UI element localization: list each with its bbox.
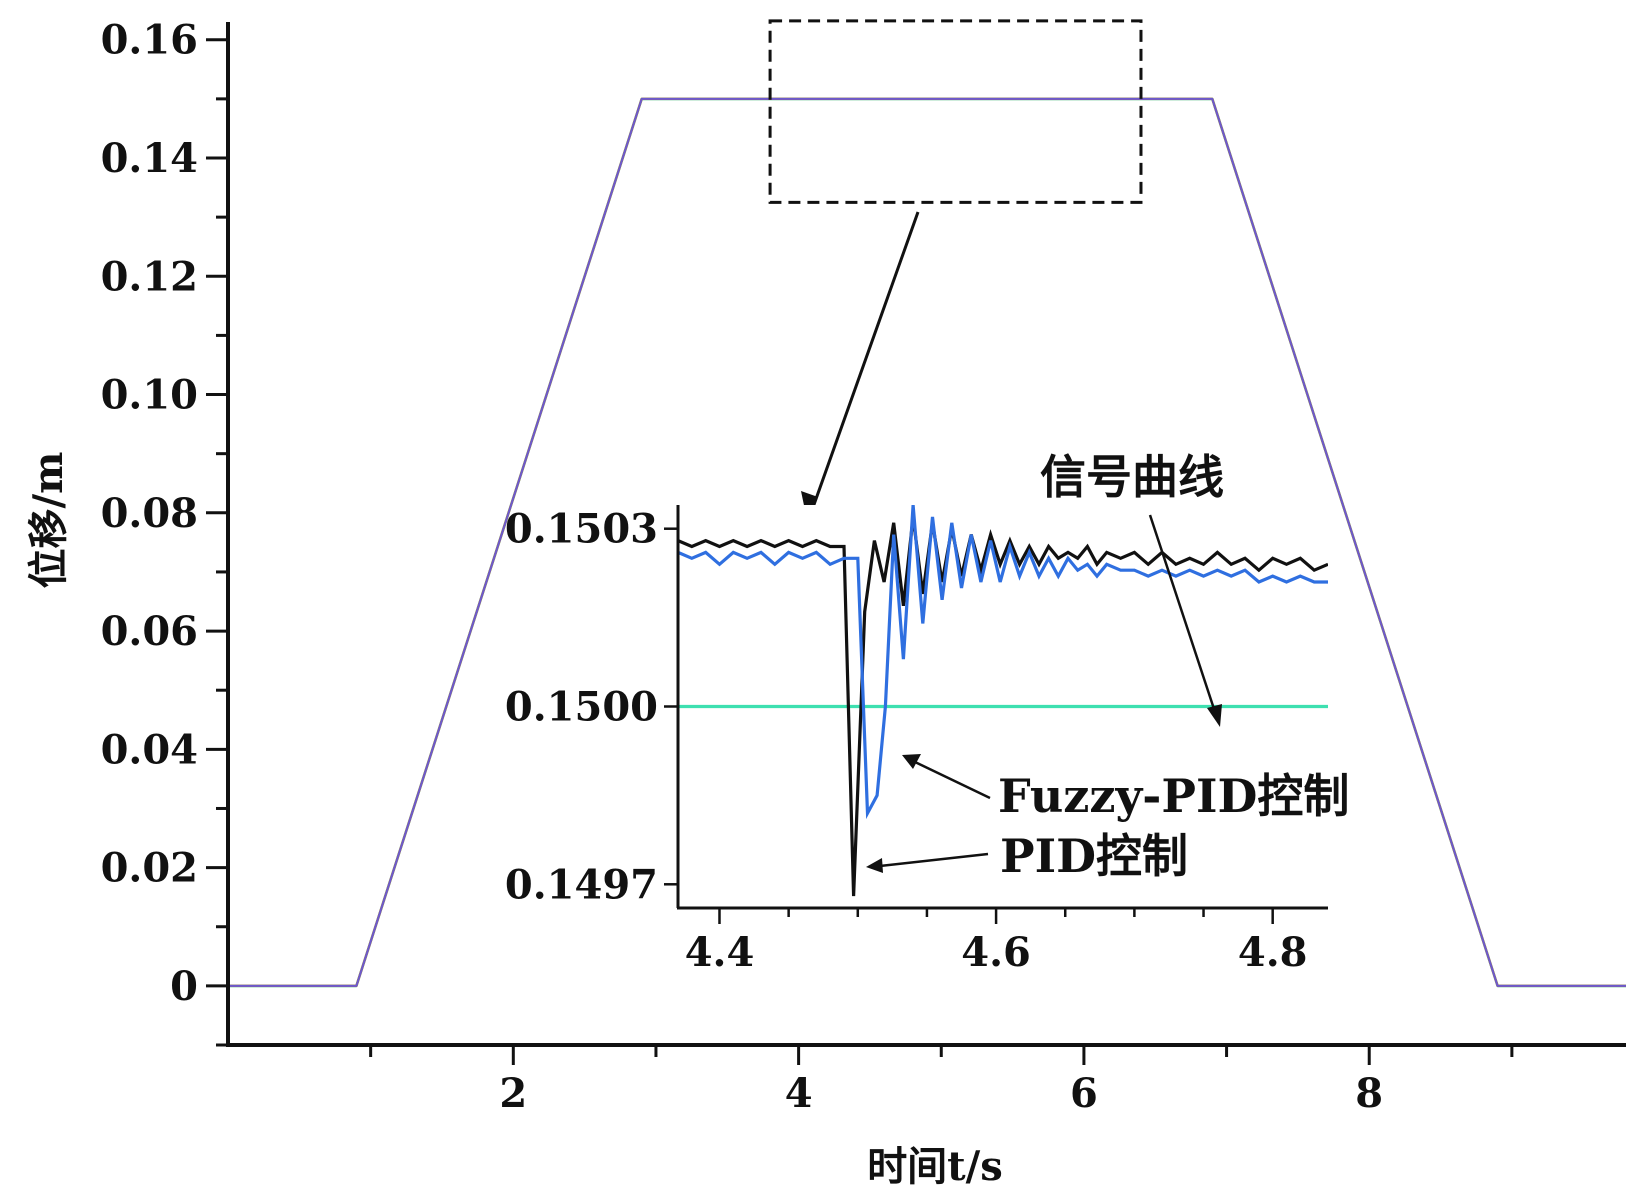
main-series-group	[228, 97, 1626, 988]
inset-y-tick-label: 0.1500	[505, 684, 658, 731]
zoom-region-box	[768, 19, 1143, 204]
main-y-tick-label: 0.08	[101, 490, 198, 537]
inset-y-tick-label: 0.1503	[505, 506, 658, 553]
main-x-tick-label: 8	[1355, 1070, 1383, 1117]
pid-annotation-line	[879, 852, 989, 868]
pid-annotation: PID控制	[1000, 829, 1188, 883]
main-y-tick-label: 0.04	[101, 726, 198, 773]
inset-chart: 4.4 4.6 4.8 0.1497 0.1500 0.1503	[505, 505, 1328, 976]
zoom-pointer-line	[809, 211, 920, 514]
fuzzy-pid-annotation: Fuzzy-PID控制	[998, 769, 1349, 823]
inset-x-tick-label: 4.6	[961, 929, 1031, 976]
main-y-tick-label: 0.14	[101, 135, 198, 182]
main-y-tick-label: 0.06	[101, 608, 198, 655]
main-x-tick-label: 4	[785, 1070, 813, 1117]
main-x-tick-label: 2	[499, 1070, 527, 1117]
signal-annotation-line	[1148, 514, 1217, 713]
fuzzy-pid-annotation-line	[914, 760, 991, 800]
inset-x-tick-label: 4.4	[685, 929, 755, 976]
main-series-line-3	[228, 97, 1626, 987]
fuzzy-pid-annotation-arrowhead	[902, 754, 921, 769]
main-x-tick-label: 6	[1070, 1070, 1098, 1117]
inset-series-line-2	[678, 516, 1328, 897]
signal-annotation-arrowhead	[1207, 704, 1222, 727]
signal-curve-annotation: 信号曲线	[1040, 450, 1224, 504]
inset-ticks: 4.4 4.6 4.8 0.1497 0.1500 0.1503	[505, 506, 1308, 976]
main-ticks: 2 4 6 8 0 0.02 0.04 0.06 0.08 0.10 0.12 0.14 0.16	[101, 17, 1514, 1117]
main-y-tick-label: 0.16	[101, 17, 198, 64]
main-axes	[226, 22, 1626, 1047]
pid-annotation-arrowhead	[866, 858, 883, 873]
inset-series-line-3	[678, 505, 1328, 820]
main-y-axis-label: 位移/m	[25, 452, 72, 589]
main-y-tick-label: 0.12	[101, 253, 198, 300]
annotations: 信号曲线 Fuzzy-PID控制 PID控制	[866, 450, 1349, 883]
main-y-tick-label: 0.10	[101, 372, 198, 419]
main-y-tick-label: 0.02	[101, 845, 198, 892]
inset-y-tick-label: 0.1497	[505, 861, 658, 908]
inset-x-tick-label: 4.8	[1238, 929, 1308, 976]
main-y-tick-label: 0	[170, 963, 198, 1010]
main-x-axis-label: 时间t/s	[867, 1143, 1003, 1190]
main-chart: 2 4 6 8 0 0.02 0.04 0.06 0.08 0.10 0.12 0.14 0.16 时间…	[25, 17, 1626, 1190]
